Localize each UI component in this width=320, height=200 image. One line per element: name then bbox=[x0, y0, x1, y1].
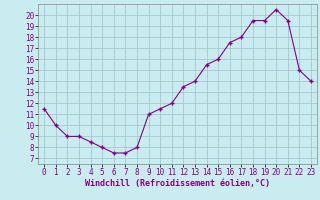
X-axis label: Windchill (Refroidissement éolien,°C): Windchill (Refroidissement éolien,°C) bbox=[85, 179, 270, 188]
